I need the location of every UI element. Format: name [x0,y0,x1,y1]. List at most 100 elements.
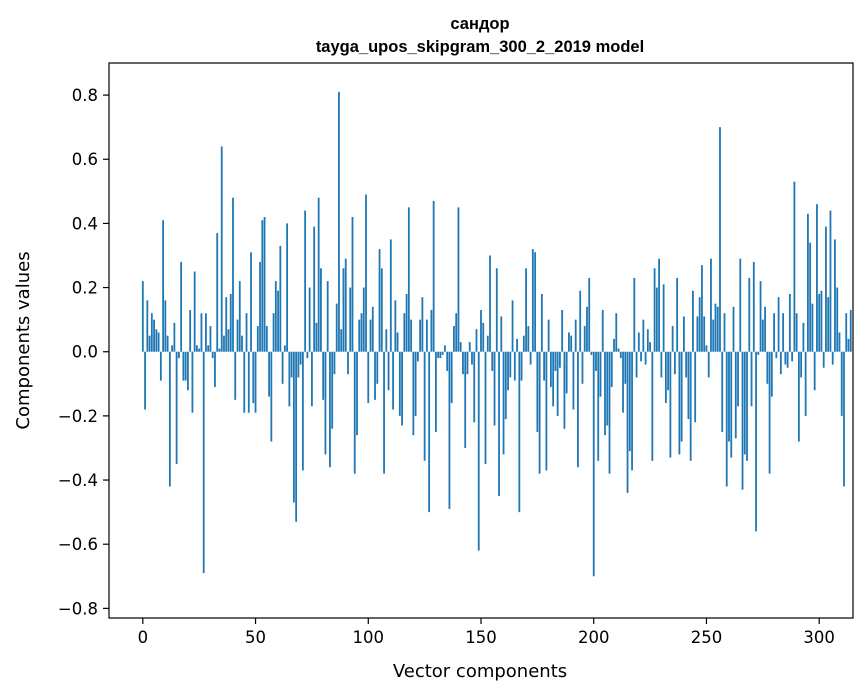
bar-93 [351,216,354,352]
bar-170 [525,268,527,352]
bar-193 [577,351,579,468]
y-tick-label: 0.6 [72,150,98,169]
bar-21 [189,310,192,352]
bar-259 [725,351,728,487]
bar-144 [466,351,469,375]
bar-256 [719,127,721,352]
bar-310 [840,351,843,416]
x-axis: 0 50 100 150 200 250 300 [138,618,835,647]
bar-82 [326,281,329,352]
bar-174 [534,252,537,352]
bars-group [141,91,852,577]
bar-169 [522,335,525,352]
bar-276 [764,306,766,352]
bar-58 [272,313,275,352]
chart-title-line-1: сандор [450,15,509,33]
bar-251 [707,351,710,378]
bar-152 [484,351,487,465]
bar-189 [568,332,570,352]
bar-53 [261,220,264,352]
y-tick-label: 0.0 [72,343,98,362]
bar-155 [491,351,494,371]
bar-208 [610,351,613,388]
bar-100 [367,351,370,404]
bar-81 [324,351,327,455]
bar-286 [786,351,789,368]
bar-4 [150,313,153,352]
bar-206 [606,351,609,426]
bar-218 [633,277,636,352]
bar-36 [223,335,225,352]
bar-0 [141,281,144,352]
bar-77 [315,322,318,352]
bar-156 [493,351,496,426]
bar-260 [728,351,730,442]
bar-137 [450,351,453,404]
bar-48 [250,252,252,352]
bar-234 [669,351,672,458]
bar-9 [162,220,165,352]
bar-163 [509,351,512,378]
bar-116 [403,313,406,352]
bar-253 [712,319,715,352]
bar-35 [220,146,223,352]
bar-239 [680,351,683,442]
bar-148 [475,329,478,352]
bar-72 [304,210,307,352]
bar-211 [617,348,620,352]
bar-127 [428,351,431,513]
bar-118 [407,207,410,352]
bar-46 [245,313,248,352]
x-tick-label: 100 [353,628,385,647]
bar-214 [624,351,627,384]
bar-122 [416,351,419,362]
bar-270 [750,351,753,407]
bar-289 [793,181,796,352]
bar-106 [380,268,383,352]
y-tick-label: −0.4 [58,471,98,490]
bar-237 [676,277,679,352]
bar-37 [225,297,228,352]
bar-80 [322,351,325,400]
bar-274 [759,281,762,352]
bar-288 [791,351,794,362]
bar-265 [739,258,742,352]
bar-24 [196,345,198,352]
bar-50 [254,351,257,413]
bar-177 [540,293,543,352]
bar-110 [389,239,392,352]
bar-111 [392,351,394,410]
bar-168 [520,351,523,381]
bar-232 [664,351,667,404]
bar-47 [247,351,250,413]
x-axis-label: Vector components [393,661,567,682]
bar-75 [311,351,313,407]
bar-314 [849,310,852,352]
bar-180 [547,319,550,352]
bar-233 [667,351,670,391]
bar-25 [198,348,201,352]
bar-188 [565,351,568,394]
bar-94 [353,351,356,474]
y-axis: −0.8 −0.6 −0.4 −0.2 0.0 0.2 0.4 0.6 0.8 [58,86,109,618]
bar-266 [741,351,744,490]
bar-258 [723,313,726,352]
bar-223 [644,351,647,365]
bar-182 [552,351,555,407]
bar-195 [581,351,584,384]
y-tick-label: −0.8 [58,599,98,618]
bar-131 [437,351,440,359]
bar-257 [721,351,724,432]
bar-299 [816,204,818,352]
bar-166 [516,338,518,352]
bar-278 [768,351,771,474]
bar-179 [545,351,548,471]
bar-190 [570,335,573,352]
bar-115 [401,351,403,426]
bar-132 [439,351,442,359]
bar-63 [283,345,286,352]
bar-178 [543,351,546,381]
bar-76 [313,226,316,352]
bar-62 [281,351,284,384]
bar-176 [538,351,541,474]
